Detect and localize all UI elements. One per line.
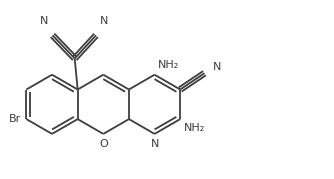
Text: N: N	[100, 16, 109, 26]
Text: N: N	[40, 16, 48, 26]
Text: N: N	[213, 62, 222, 72]
Text: NH₂: NH₂	[158, 60, 179, 70]
Text: Br: Br	[9, 114, 21, 124]
Text: N: N	[150, 139, 159, 149]
Text: O: O	[99, 139, 108, 149]
Text: NH₂: NH₂	[184, 123, 205, 133]
